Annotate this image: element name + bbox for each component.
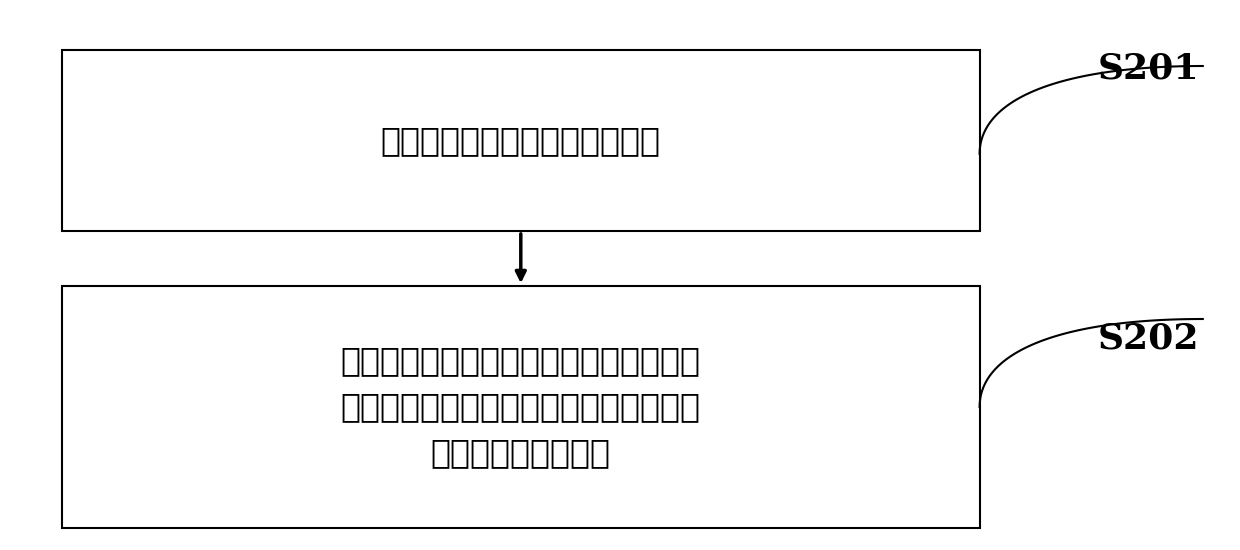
Bar xyxy=(62,50,980,231)
Text: S201: S201 xyxy=(1097,52,1199,86)
Text: S202: S202 xyxy=(1097,321,1199,355)
Text: 当完成离合器的充油时，调节发动机的转
速，使发动机的转速与第二电机的转速差
满足预设的转速差値: 当完成离合器的充油时，调节发动机的转 速，使发动机的转速与第二电机的转速差 满足… xyxy=(341,344,701,470)
Text: 向离合器进行充油至预设控点値: 向离合器进行充油至预设控点値 xyxy=(381,124,661,157)
Bar xyxy=(62,286,980,528)
